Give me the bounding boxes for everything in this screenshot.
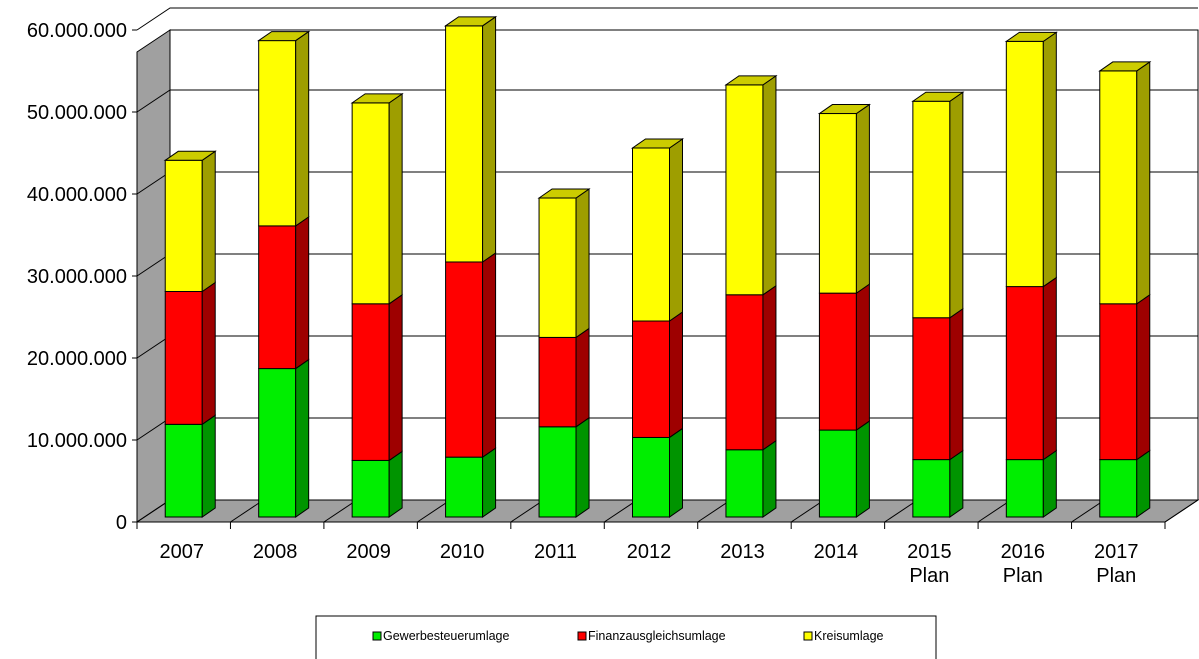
legend-label: Kreisumlage: [814, 629, 884, 643]
bar-segment-gewerbesteuerumlage: [1099, 449, 1151, 518]
y-tick-label: 40.000.000: [27, 184, 127, 206]
x-axis: 2007 2008 2009 2010 2011 2012 2013 2014 2015Plan…: [136, 521, 1166, 587]
bar-segment-gewerbesteuerumlage: [818, 420, 870, 518]
y-axis: 0 10.000.000 20.000.000 30.000.000 40.000.00…: [27, 20, 138, 534]
bar-segment-finanzausgleichsumlage: [445, 252, 497, 459]
y-tick-label: 30.000.000: [27, 266, 127, 288]
legend-swatch: [577, 631, 587, 641]
legend-item-gewerbesteuerumlage: Gewerbesteuerumlage: [372, 629, 510, 643]
y-tick-label: 60.000.000: [27, 20, 127, 42]
bar-segment-gewerbesteuerumlage: [1005, 449, 1057, 518]
bar-segment-gewerbesteuerumlage: [912, 449, 964, 518]
legend-label: Finanzausgleichsumlage: [588, 629, 726, 643]
bar-segment-gewerbesteuerumlage: [538, 416, 590, 518]
bar-segment-finanzausgleichsumlage: [725, 284, 777, 451]
bar-segment-kreisumlage: [911, 91, 965, 319]
bar-segment-finanzausgleichsumlage: [1099, 293, 1151, 461]
legend: Gewerbesteuerumlage Finanzausgleichsumlag…: [315, 615, 937, 659]
floor-divider: [603, 499, 638, 523]
bar-segment-finanzausgleichsumlage: [538, 327, 590, 428]
bar-segment-kreisumlage: [443, 15, 498, 263]
bar-segment-kreisumlage: [817, 103, 872, 295]
bar-segment-kreisumlage: [630, 138, 685, 322]
bar-segment-finanzausgleichsumlage: [164, 281, 216, 426]
bar-segment-gewerbesteuerumlage: [445, 447, 497, 518]
bar-segment-kreisumlage: [257, 30, 311, 227]
floor-divider: [790, 499, 825, 523]
gridline: [136, 7, 1198, 31]
bar-segment-gewerbesteuerumlage: [351, 450, 403, 518]
x-tick-label: Plan: [909, 565, 949, 587]
floor-divider: [510, 499, 545, 523]
x-tick-label: 2014: [814, 541, 859, 563]
x-tick-label: 2008: [253, 541, 298, 563]
x-tick-label: 2015: [907, 541, 952, 563]
x-tick-label: 2012: [627, 541, 672, 563]
y-tick-label: 0: [116, 512, 127, 534]
x-tick-label: 2011: [534, 541, 577, 563]
floor-divider: [323, 499, 358, 523]
bar-segment-kreisumlage: [163, 150, 217, 293]
floor-divider: [697, 499, 732, 523]
bar-segment-gewerbesteuerumlage: [164, 414, 216, 518]
bar-segment-gewerbesteuerumlage: [258, 358, 310, 518]
y-tick-label: 10.000.000: [27, 430, 127, 452]
x-tick-label: 2007: [159, 541, 204, 563]
legend-item-kreisumlage: Kreisumlage: [803, 629, 884, 643]
y-tick-label: 20.000.000: [27, 348, 127, 370]
bar-segment-finanzausgleichsumlage: [1005, 276, 1057, 461]
bar-segment-kreisumlage: [724, 74, 778, 296]
floor-divider: [1164, 499, 1199, 523]
bars: [163, 15, 1152, 518]
bar-segment-finanzausgleichsumlage: [258, 215, 310, 370]
bar-segment-finanzausgleichsumlage: [912, 307, 964, 461]
bar-segment-gewerbesteuerumlage: [725, 439, 777, 518]
x-tick-label: 2010: [440, 541, 485, 563]
legend-item-finanzausgleichsumlage: Finanzausgleichsumlage: [577, 629, 726, 643]
bar-segment-finanzausgleichsumlage: [632, 311, 683, 439]
bar-segment-kreisumlage: [537, 188, 591, 339]
x-tick-label: Plan: [1003, 565, 1043, 587]
legend-swatch: [372, 631, 382, 641]
bar-segment-finanzausgleichsumlage: [818, 283, 870, 432]
x-tick-label: 2016: [1001, 541, 1046, 563]
bar-segment-finanzausgleichsumlage: [351, 293, 403, 462]
bar-segment-kreisumlage: [1098, 60, 1152, 305]
bar-segment-kreisumlage: [350, 92, 404, 305]
bar-segment-kreisumlage: [1004, 31, 1058, 288]
floor-divider: [417, 499, 451, 523]
legend-swatch: [803, 631, 813, 641]
floor-divider: [884, 499, 918, 523]
floor-divider: [136, 499, 171, 523]
floor-divider: [977, 499, 1012, 523]
x-tick-label: Plan: [1096, 565, 1136, 587]
x-tick-label: 2017: [1094, 541, 1139, 563]
y-tick-label: 50.000.000: [27, 102, 127, 124]
floor-divider: [1071, 499, 1105, 523]
legend-label: Gewerbesteuerumlage: [383, 629, 510, 643]
gridline: [136, 89, 1198, 113]
x-tick-label: 2013: [720, 541, 765, 563]
x-tick-label: 2009: [346, 541, 391, 563]
floor-divider: [230, 499, 264, 523]
bar-segment-gewerbesteuerumlage: [632, 427, 683, 518]
legend-box: [315, 615, 937, 659]
